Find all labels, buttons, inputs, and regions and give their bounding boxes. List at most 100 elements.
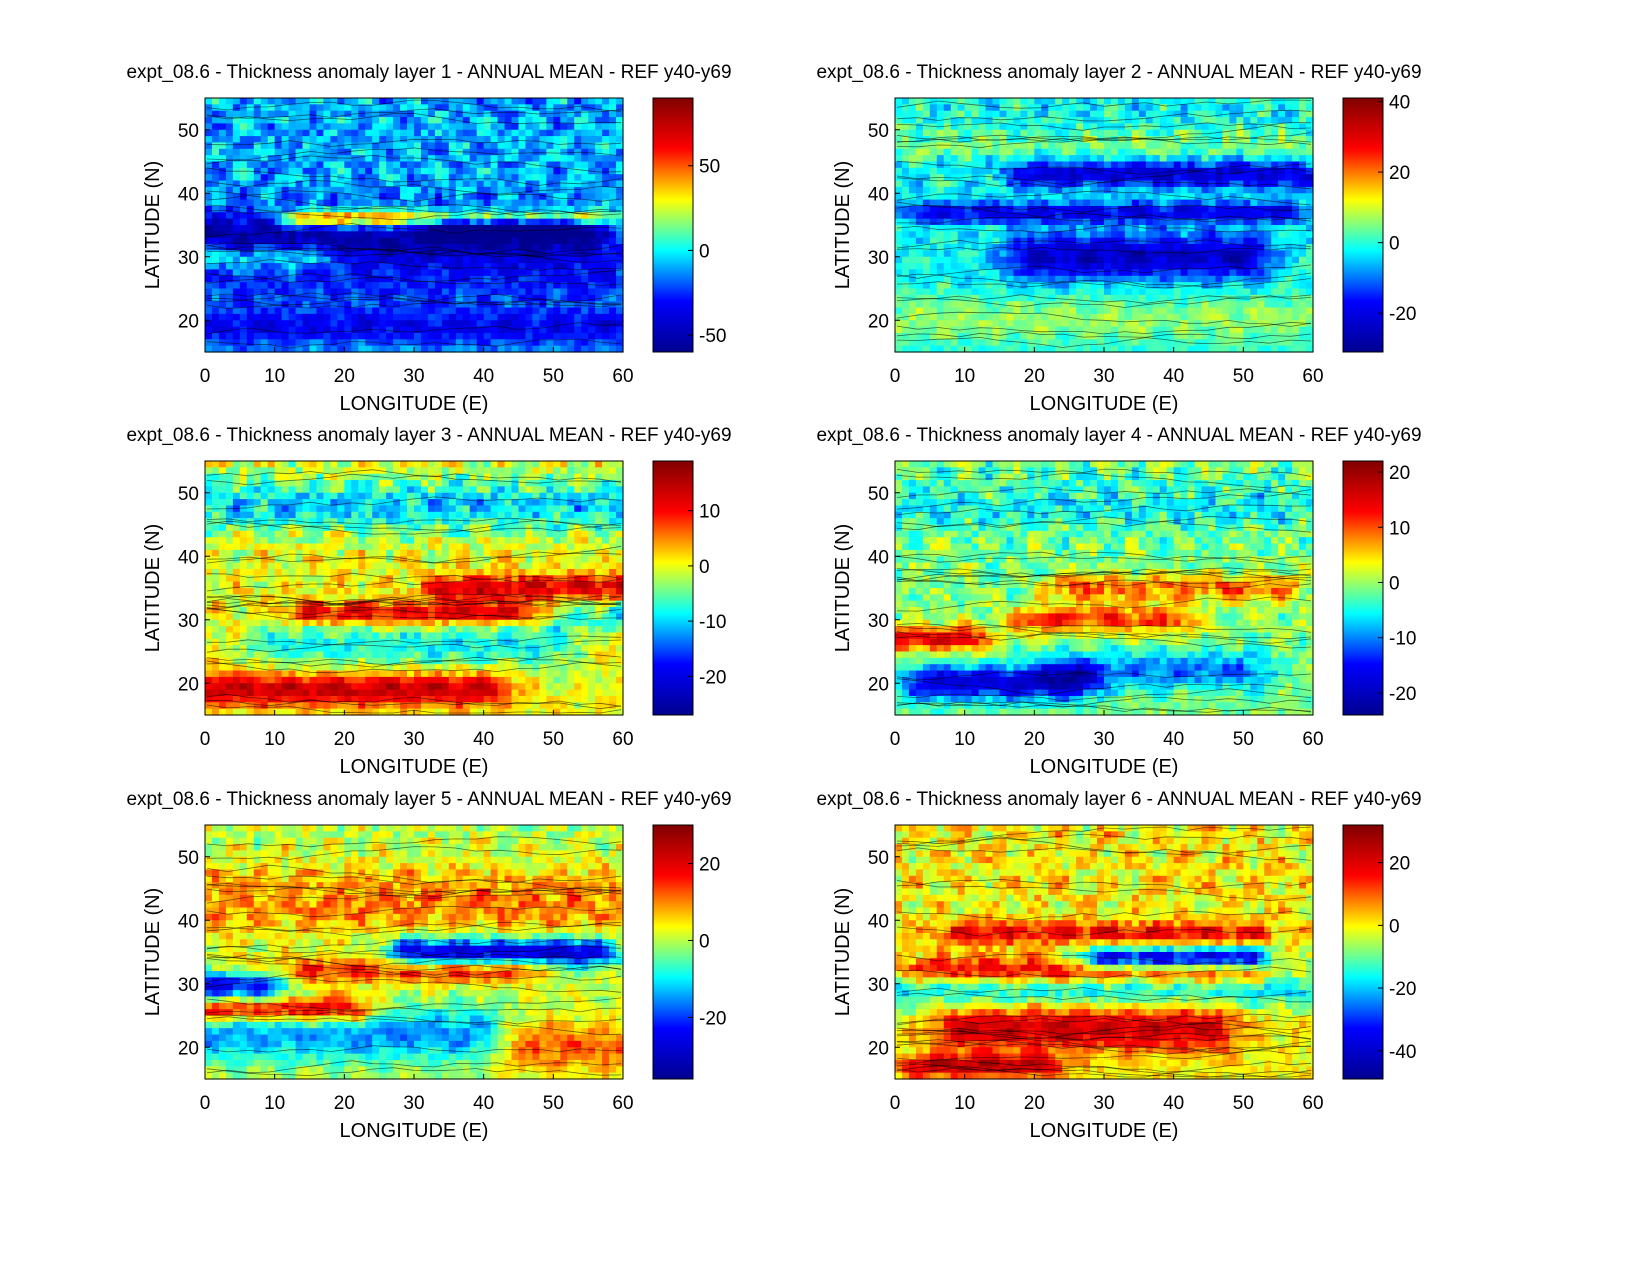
heatmap-cell: [434, 174, 443, 182]
heatmap-cell: [1292, 155, 1300, 163]
heatmap-cell: [288, 250, 297, 258]
heatmap-cell: [260, 237, 269, 245]
heatmap-cell: [560, 269, 568, 277]
heatmap-cell: [518, 148, 527, 156]
heatmap-cell: [260, 155, 269, 163]
heatmap-cell: [1048, 256, 1056, 264]
heatmap-cell: [455, 148, 464, 156]
heatmap-cell: [246, 301, 255, 309]
heatmap-cell: [1110, 218, 1119, 226]
heatmap-cell: [260, 161, 269, 169]
heatmap-cell: [420, 174, 429, 182]
heatmap-cell: [393, 256, 401, 264]
heatmap-cell: [525, 345, 534, 353]
x-tick-label: 60: [1302, 366, 1323, 387]
heatmap-cell: [351, 269, 359, 277]
heatmap-cell: [295, 320, 304, 328]
heatmap-cell: [393, 301, 401, 309]
heatmap-cell: [1173, 269, 1182, 277]
heatmap-cell: [895, 186, 903, 194]
heatmap-cell: [1138, 174, 1147, 182]
heatmap-cell: [1236, 98, 1244, 105]
heatmap-cell: [1201, 244, 1210, 251]
heatmap-cell: [957, 186, 966, 194]
heatmap-cell: [330, 332, 338, 340]
heatmap-cell: [379, 461, 387, 468]
heatmap-cell: [232, 294, 241, 302]
heatmap-cell: [414, 231, 422, 239]
heatmap-cell: [455, 294, 464, 302]
heatmap-cell: [400, 256, 408, 264]
heatmap-cell: [1027, 142, 1035, 150]
heatmap-cell: [239, 326, 248, 334]
heatmap-cell: [1264, 193, 1272, 201]
heatmap-cell: [427, 117, 436, 124]
heatmap-cell: [574, 218, 582, 226]
heatmap-cell: [1215, 231, 1224, 239]
heatmap-cell: [476, 339, 485, 347]
heatmap-cell: [553, 237, 561, 245]
heatmap-cell: [1090, 205, 1098, 213]
heatmap-cell: [915, 205, 924, 213]
heatmap-cell: [936, 320, 945, 328]
heatmap-cell: [1271, 193, 1279, 201]
heatmap-cell: [1250, 186, 1258, 194]
heatmap-cell: [260, 269, 269, 277]
heatmap-cell: [1083, 339, 1091, 347]
heatmap-cell: [1257, 263, 1265, 271]
heatmap-cell: [1090, 98, 1098, 105]
heatmap-cell: [539, 180, 547, 188]
heatmap-cell: [588, 225, 596, 232]
heatmap-cell: [218, 307, 227, 315]
heatmap-cell: [205, 256, 213, 264]
heatmap-cell: [1110, 294, 1119, 302]
heatmap-cell: [281, 313, 290, 321]
heatmap-cell: [302, 237, 311, 245]
heatmap-cell: [602, 193, 610, 201]
heatmap-cell: [616, 129, 624, 137]
heatmap-cell: [1159, 180, 1168, 188]
heatmap-cell: [539, 98, 547, 105]
heatmap-cell: [539, 263, 547, 271]
heatmap-cell: [1243, 167, 1251, 175]
heatmap-cell: [211, 307, 220, 315]
heatmap-cell: [372, 193, 380, 201]
heatmap-cell: [205, 167, 213, 175]
heatmap-cell: [490, 98, 499, 105]
heatmap-cell: [218, 301, 227, 309]
heatmap-cell: [964, 129, 973, 137]
heatmap-cell: [1076, 269, 1084, 277]
heatmap-cell: [574, 269, 582, 277]
heatmap-cell: [560, 275, 568, 283]
heatmap-cell: [1271, 129, 1279, 137]
heatmap-cell: [400, 269, 408, 277]
heatmap-cell: [1124, 110, 1133, 118]
heatmap-cell: [1124, 129, 1133, 137]
heatmap-cell: [1278, 250, 1286, 258]
heatmap-cell: [1306, 237, 1314, 245]
heatmap-cell: [225, 345, 234, 353]
heatmap-cell: [978, 263, 987, 271]
heatmap-cell: [1173, 161, 1182, 169]
heatmap-cell: [288, 225, 297, 232]
heatmap-cell: [950, 186, 959, 194]
heatmap-cell: [1124, 98, 1133, 105]
heatmap-cell: [588, 256, 596, 264]
heatmap-cell: [609, 129, 617, 137]
heatmap-cell: [511, 256, 520, 264]
heatmap-cell: [595, 345, 603, 353]
heatmap-cell: [1110, 193, 1119, 201]
heatmap-cell: [915, 212, 924, 220]
heatmap-cell: [372, 117, 380, 124]
heatmap-cell: [602, 142, 610, 150]
heatmap-cell: [476, 218, 485, 226]
heatmap-cell: [950, 212, 959, 220]
heatmap-cell: [1236, 237, 1244, 245]
heatmap-cell: [1180, 155, 1189, 163]
heatmap-cell: [1292, 167, 1300, 175]
heatmap-cell: [964, 104, 973, 112]
heatmap-cell: [1250, 205, 1258, 213]
heatmap-cell: [1131, 142, 1140, 150]
heatmap-cell: [434, 282, 443, 290]
heatmap-cell: [267, 142, 276, 150]
